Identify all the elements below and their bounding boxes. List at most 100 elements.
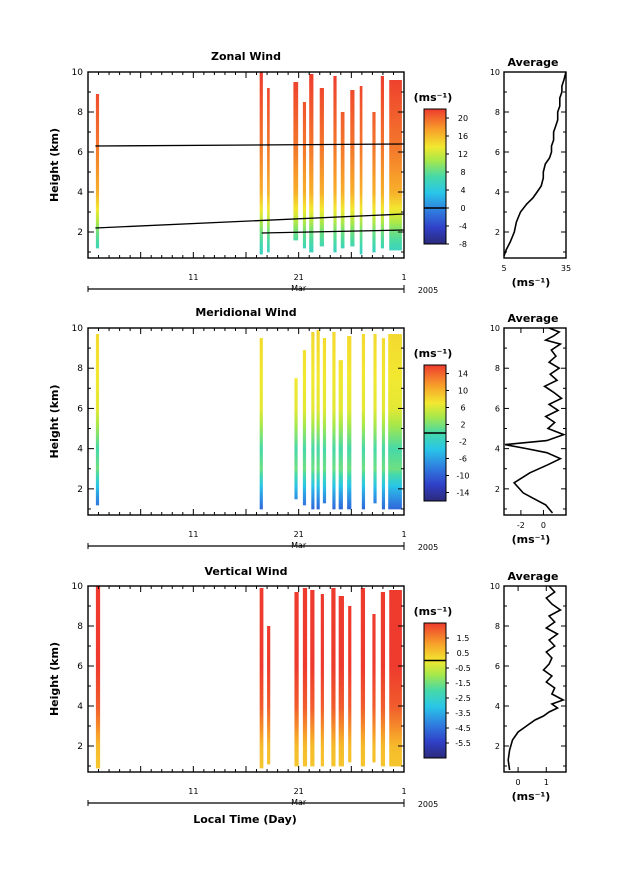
data-cell (372, 242, 376, 246)
data-cell (380, 713, 386, 716)
data-cell (294, 670, 299, 673)
data-cell (95, 231, 100, 234)
data-cell (259, 602, 264, 606)
data-cell (294, 465, 298, 468)
x-tick-label: 11 (188, 787, 198, 796)
data-cell (389, 708, 402, 712)
data-cell (389, 108, 402, 112)
data-cell (360, 660, 366, 664)
data-cell (322, 457, 327, 460)
data-cell (348, 615, 352, 619)
profile-x-label: (ms⁻¹) (512, 276, 551, 289)
data-cell (340, 156, 345, 160)
data-cell (340, 147, 345, 150)
data-cell (332, 397, 336, 401)
data-cell (310, 653, 315, 656)
data-cell (95, 219, 100, 222)
data-cell (332, 458, 336, 462)
data-cell (95, 612, 101, 615)
data-cell (333, 76, 337, 80)
data-cell (388, 467, 402, 471)
data-cell (259, 383, 263, 387)
data-cell (311, 460, 315, 464)
data-cell (380, 720, 386, 724)
data-cell (333, 242, 337, 246)
data-cell (350, 145, 355, 148)
data-cell (372, 654, 376, 657)
data-cell (388, 383, 402, 387)
data-cell (372, 153, 376, 157)
data-cell (302, 588, 308, 592)
data-cell (302, 650, 308, 654)
data-cell (95, 183, 100, 186)
data-cell (267, 127, 270, 130)
data-cell (302, 406, 307, 409)
data-cell (320, 749, 324, 752)
data-cell (361, 397, 366, 401)
data-cell (319, 92, 324, 96)
data-cell (381, 489, 386, 493)
data-cell (322, 341, 327, 345)
data-cell (381, 499, 386, 503)
data-cell (340, 137, 345, 141)
data-cell (372, 228, 376, 231)
data-cell (333, 81, 337, 85)
data-cell (294, 636, 299, 640)
data-cell (359, 86, 363, 89)
data-cell (311, 484, 315, 488)
data-cell (338, 667, 344, 671)
data-cell (347, 463, 352, 466)
profile-y-tick-label: 4 (495, 702, 500, 711)
data-cell (267, 163, 270, 166)
data-cell (332, 463, 336, 466)
data-cell (373, 401, 377, 405)
data-cell (389, 751, 402, 755)
data-cell (388, 334, 402, 336)
data-cell (389, 103, 402, 107)
data-cell (388, 429, 402, 433)
data-cell (380, 99, 384, 102)
data-cell (388, 438, 402, 442)
data-cell (259, 753, 264, 757)
colorbar (423, 108, 447, 245)
data-cell (309, 120, 314, 123)
data-cell (372, 247, 376, 250)
data-cell (380, 224, 384, 227)
data-cell (319, 123, 324, 127)
data-cell (372, 615, 376, 619)
data-cell (389, 706, 402, 709)
contour-line (95, 213, 405, 229)
data-cell (388, 335, 402, 339)
profile-x-tick-label: -2 (517, 521, 525, 530)
data-cell (302, 425, 307, 429)
data-cell (294, 433, 298, 437)
data-cell (302, 389, 307, 392)
data-cell (267, 249, 270, 253)
data-cell (293, 127, 299, 130)
data-cell (331, 710, 336, 714)
data-cell (359, 100, 363, 104)
profile-x-tick-label: 5 (501, 264, 506, 273)
data-cell (332, 484, 336, 488)
data-cell (259, 667, 264, 670)
data-cell (388, 426, 402, 430)
data-cell (95, 164, 100, 167)
data-cell (331, 722, 336, 726)
data-cell (389, 703, 402, 707)
data-cell (372, 740, 376, 744)
data-cell (333, 91, 337, 94)
data-cell (331, 758, 336, 762)
data-cell (322, 454, 327, 458)
data-cell (372, 752, 376, 756)
data-cell (331, 686, 336, 690)
data-cell (259, 105, 263, 108)
data-cell (259, 239, 263, 243)
data-cell (350, 186, 355, 189)
data-cell (338, 665, 344, 668)
data-cell (338, 395, 343, 399)
data-cell (302, 381, 307, 385)
y-tick-label: 6 (77, 148, 83, 158)
data-cell (293, 98, 299, 102)
data-cell (309, 93, 314, 97)
data-cell (302, 432, 307, 436)
